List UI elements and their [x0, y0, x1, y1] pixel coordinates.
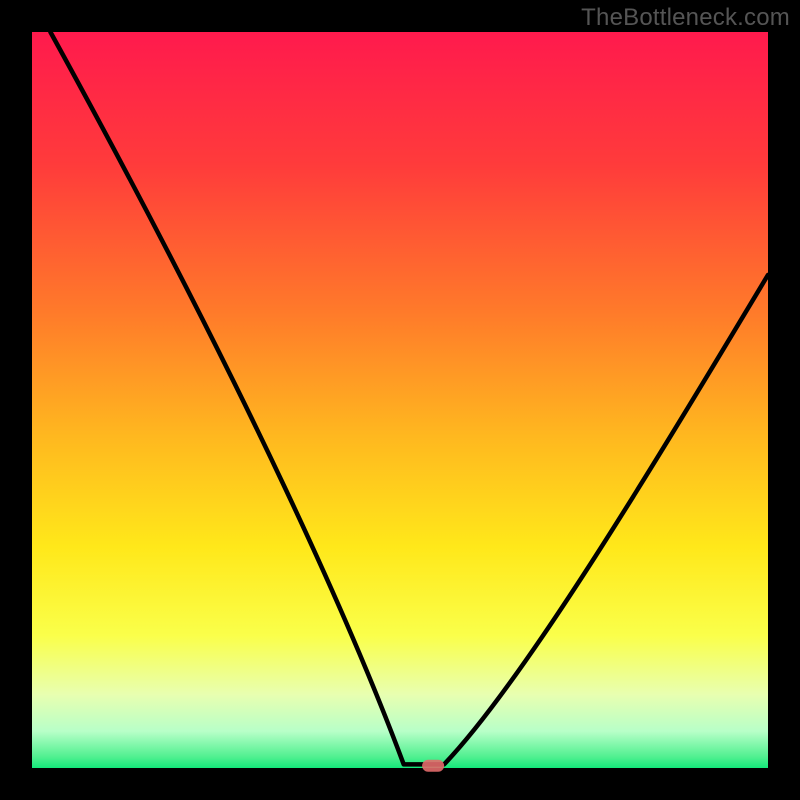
watermark-text: TheBottleneck.com: [581, 4, 790, 32]
bottleneck-chart: [0, 0, 800, 800]
gradient-background: [32, 32, 768, 768]
chart-container: TheBottleneck.com: [0, 0, 800, 800]
optimal-marker: [422, 760, 444, 772]
